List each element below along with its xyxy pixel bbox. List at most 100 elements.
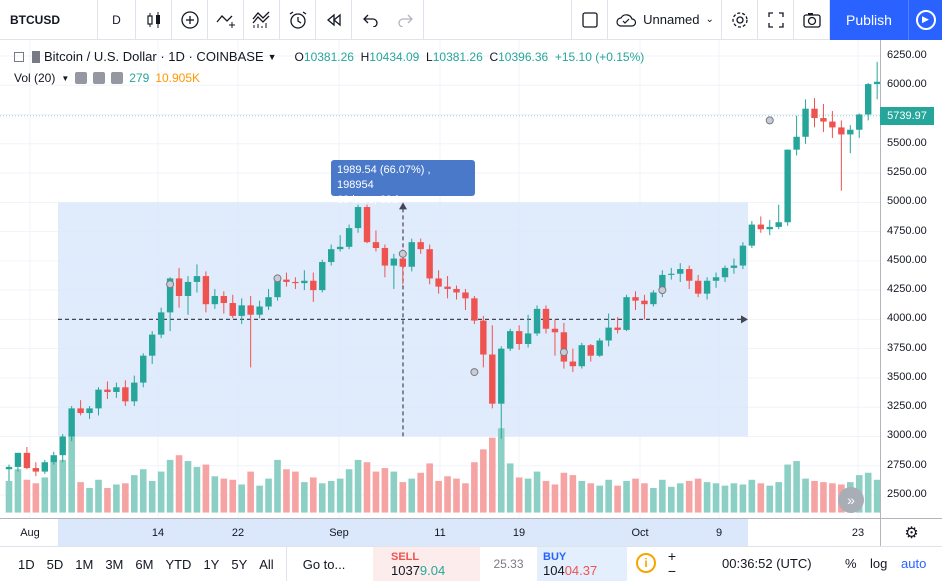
add-indicator-icon[interactable] — [172, 0, 208, 40]
volume-bar — [721, 485, 729, 513]
layout-menu-button[interactable]: Unnamed ⌄ — [608, 0, 722, 40]
volume-bar — [59, 459, 66, 513]
volume-bar — [148, 480, 156, 513]
indicators-icon[interactable] — [244, 0, 280, 40]
candle-body — [77, 408, 84, 414]
interval-button[interactable]: D — [98, 0, 136, 40]
candle-body — [489, 354, 496, 404]
volume-bar — [480, 449, 487, 513]
candle-body — [265, 297, 272, 307]
volume-bar — [793, 461, 800, 513]
play-button[interactable]: ▶ — [908, 0, 942, 40]
symbol-legend: Bitcoin / U.S. Dollar · 1D · COINBASE ▼ … — [14, 49, 644, 64]
camera-snapshot-icon[interactable] — [794, 0, 830, 40]
volume-bar — [471, 462, 478, 513]
time-axis[interactable]: Aug 14 22 Sep 11 19 Oct 9 23 — [0, 518, 880, 546]
volume-bar — [641, 483, 648, 513]
last-price-label: 5739.97 — [880, 107, 934, 125]
settings-icon[interactable] — [93, 72, 106, 84]
price-axis-label: 6250.00 — [887, 49, 927, 61]
candle-body — [578, 345, 585, 367]
candle-body — [596, 340, 603, 356]
candle-body — [453, 288, 460, 293]
candle-body — [122, 387, 129, 402]
toolbar-spacer — [424, 0, 572, 40]
candle-style-icon[interactable] — [136, 0, 172, 40]
fullscreen-icon[interactable] — [758, 0, 794, 40]
volume-bar — [659, 479, 666, 513]
settings-gear-icon[interactable] — [722, 0, 758, 40]
volume-bar — [506, 463, 514, 513]
candle-body — [686, 269, 693, 281]
publish-button[interactable]: Publish — [830, 0, 908, 40]
candle-body — [256, 306, 263, 315]
symbol-search-button[interactable]: BTCUSD — [0, 0, 98, 40]
price-axis-label: 5000.00 — [887, 195, 927, 208]
candle-body — [301, 280, 308, 284]
info-icon[interactable]: i — [636, 553, 656, 573]
candle-body — [381, 247, 389, 266]
close-icon[interactable] — [111, 72, 124, 84]
volume-bar — [587, 483, 595, 513]
range-button-1m[interactable]: 1M — [75, 556, 94, 572]
volume-bar — [748, 479, 756, 513]
candle-body — [229, 303, 236, 316]
redo-icon[interactable] — [388, 0, 424, 40]
volume-bar — [864, 472, 872, 513]
range-button-ytd[interactable]: YTD — [165, 556, 192, 572]
volume-bar — [829, 483, 836, 513]
volume-value: 279 — [129, 71, 150, 85]
volume-bar — [569, 475, 577, 513]
price-chart[interactable] — [0, 40, 880, 518]
range-button-all[interactable]: All — [259, 556, 274, 572]
range-button-1y[interactable]: 1Y — [203, 556, 220, 572]
fullscreen-toggle-icon[interactable] — [572, 0, 608, 40]
price-axis-label: 3500.00 — [887, 370, 927, 383]
volume-bar — [417, 472, 424, 513]
low-value: 10381.26 — [432, 49, 483, 64]
compare-icon[interactable] — [208, 0, 244, 40]
log-toggle[interactable]: log — [870, 556, 888, 571]
volume-title[interactable]: Vol (20) — [14, 71, 56, 85]
candle-body — [829, 121, 836, 128]
volume-bar — [113, 484, 120, 513]
quantity-stepper[interactable]: + − — [664, 549, 680, 579]
buy-button[interactable]: BUY 10404.37 — [537, 547, 627, 581]
range-button-3m[interactable]: 3M — [105, 556, 124, 572]
percent-toggle[interactable]: % — [845, 556, 857, 571]
range-button-1d[interactable]: 1D — [18, 556, 35, 572]
candle-body — [95, 389, 102, 409]
collapse-legend-icon[interactable] — [14, 51, 24, 62]
scroll-to-realtime-icon[interactable]: » — [838, 487, 864, 513]
candle-body — [336, 246, 344, 250]
candle-body — [175, 278, 183, 296]
replay-icon[interactable] — [316, 0, 352, 40]
chevron-down-icon[interactable]: ▼ — [267, 51, 277, 62]
event-marker — [765, 116, 774, 125]
symbol-title[interactable]: Bitcoin / U.S. Dollar · 1D · COINBASE — [44, 49, 264, 64]
alert-clock-icon[interactable] — [280, 0, 316, 40]
volume-bar — [435, 480, 442, 513]
candle-body — [856, 114, 863, 130]
utc-clock[interactable]: 00:36:52 (UTC) — [722, 556, 812, 571]
candle-body — [712, 277, 720, 281]
range-button-5d[interactable]: 5D — [46, 556, 64, 572]
candle-body — [408, 242, 415, 267]
undo-icon[interactable] — [352, 0, 388, 40]
volume-bar — [238, 484, 245, 513]
sell-button[interactable]: SELL 10379.04 — [373, 547, 480, 581]
range-button-5y[interactable]: 5Y — [231, 556, 248, 572]
volume-bar — [274, 459, 281, 513]
volume-bar — [139, 469, 147, 513]
candle-body — [372, 242, 380, 248]
candle-body — [310, 280, 317, 291]
chevron-down-icon[interactable]: ▼ — [61, 73, 70, 83]
volume-bar — [318, 483, 326, 513]
candle-body — [498, 348, 505, 404]
go-to-date-button[interactable]: Go to... — [285, 546, 362, 581]
eye-icon[interactable] — [75, 72, 88, 84]
axis-settings-gear-icon[interactable]: ⚙ — [880, 518, 942, 546]
auto-toggle[interactable]: auto — [901, 556, 927, 571]
volume-bar — [820, 482, 827, 513]
range-button-6m[interactable]: 6M — [135, 556, 154, 572]
